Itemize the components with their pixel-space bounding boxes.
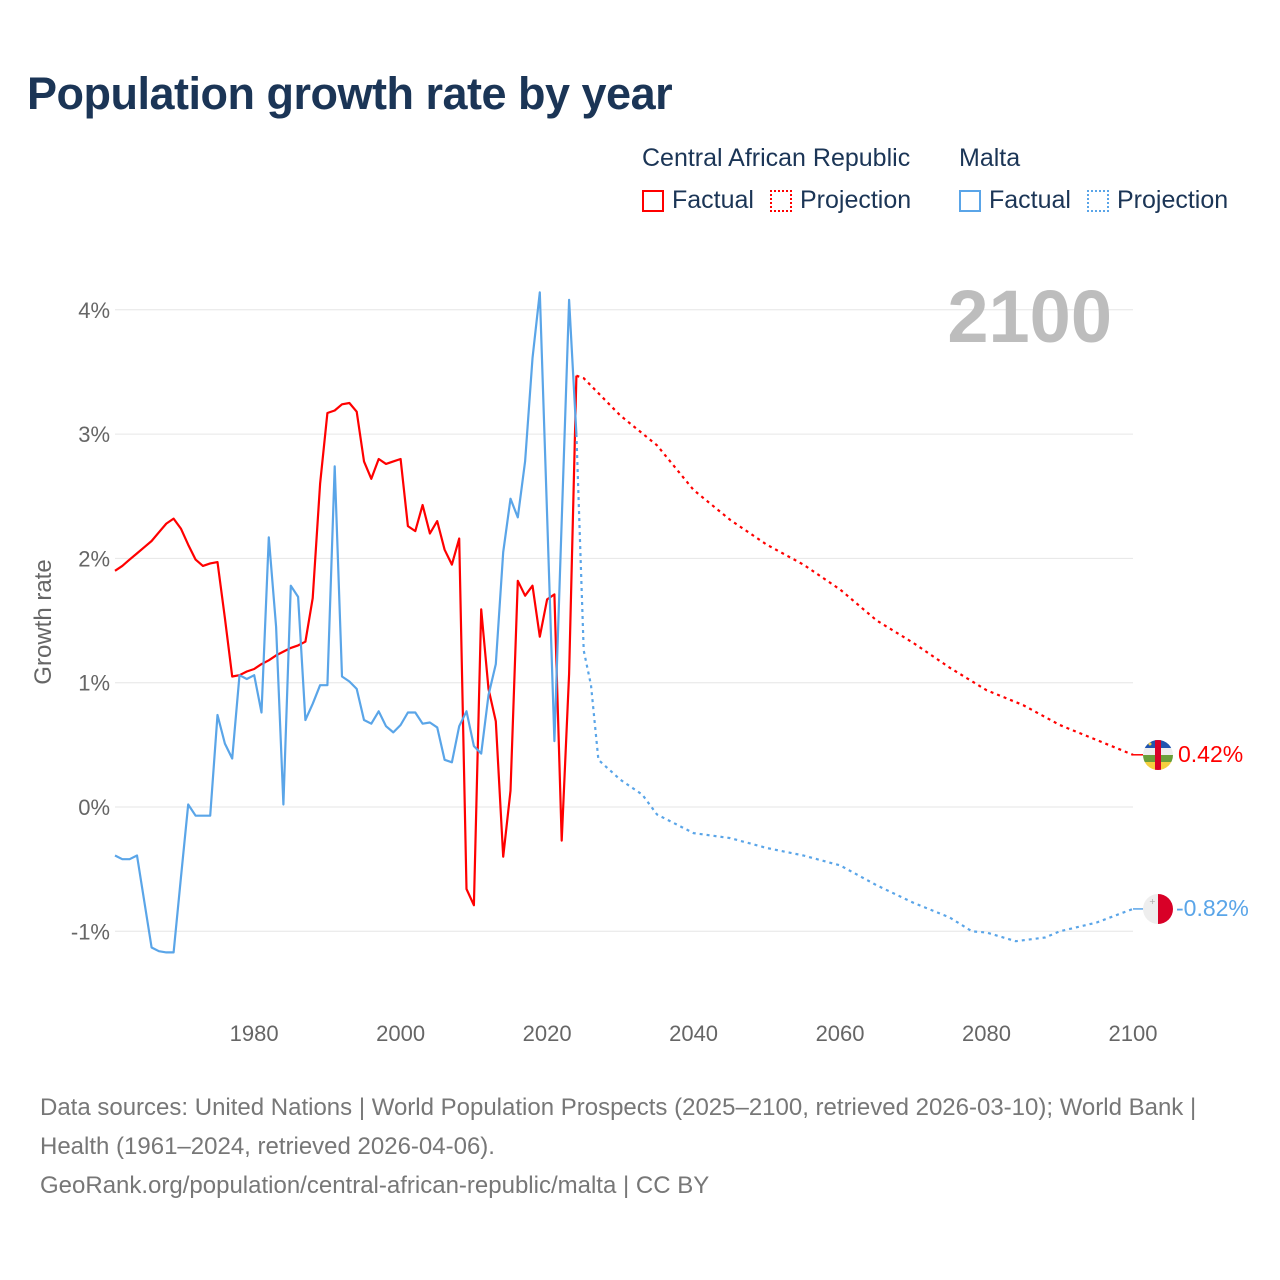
data-sources: Data sources: United Nations | World Pop… [40, 1094, 1197, 1160]
legend-item-car-factual[interactable]: Factual [642, 186, 754, 215]
x-tick-label: 2020 [523, 1021, 572, 1046]
malta-end-label: -0.82% [1176, 895, 1249, 921]
legend-label: Factual [989, 186, 1071, 214]
y-tick-label: 4% [78, 298, 110, 323]
dotted-swatch-icon [1086, 189, 1109, 212]
y-tick-label: 1% [78, 671, 110, 696]
legend-group-title: Malta [959, 144, 1021, 172]
legend-group-car: Central African Republic [642, 144, 962, 173]
series-line-malta-factual [114, 291, 578, 954]
legend-item-car-projection[interactable]: Projection [769, 186, 912, 215]
legend-label: Projection [1116, 186, 1229, 214]
series-line-malta-projection [575, 434, 1134, 943]
legend-group-title: Central African Republic [642, 144, 911, 172]
x-tick-label: 2080 [962, 1021, 1011, 1046]
x-tick-label: 2000 [376, 1021, 425, 1046]
series-line-central-african-republic-factual [114, 375, 578, 907]
y-tick-label: 2% [78, 546, 110, 571]
year-display: 2100 [947, 275, 1112, 358]
svg-text:+: + [1149, 897, 1156, 906]
legend-group-malta: Malta [959, 144, 1020, 173]
x-tick-label: 1980 [230, 1021, 279, 1046]
solid-swatch-icon [959, 189, 981, 212]
legend-item-malta-factual[interactable]: Factual [959, 186, 1071, 215]
dotted-swatch-icon [769, 189, 792, 212]
solid-swatch-icon [642, 189, 664, 212]
x-tick-label: 2060 [816, 1021, 865, 1046]
legend-label: Projection [799, 186, 912, 214]
y-tick-label: 0% [78, 795, 110, 820]
source-link[interactable]: GeoRank.org/population/central-african-r… [40, 1172, 710, 1199]
y-axis-label: Growth rate [30, 559, 57, 684]
legend-label: Factual [672, 186, 754, 214]
series-line-central-african-republic-projection [576, 374, 1134, 756]
car-flag-icon [1143, 740, 1173, 770]
legend-item-malta-projection[interactable]: Projection [1086, 186, 1229, 215]
chart-title: Population growth rate by year [27, 68, 673, 119]
x-tick-label: 2100 [1109, 1021, 1158, 1046]
malta-flag-icon: + [1143, 894, 1173, 924]
y-tick-label: -1% [71, 919, 110, 944]
footer: Data sources: United Nations | World Pop… [40, 1088, 1240, 1205]
legend-row-car: Factual Projection [642, 186, 927, 215]
x-tick-label: 2040 [669, 1021, 718, 1046]
legend-row-malta: Factual Projection [959, 186, 1244, 215]
y-tick-label: 3% [78, 422, 110, 447]
car-end-label: 0.42% [1178, 741, 1243, 767]
